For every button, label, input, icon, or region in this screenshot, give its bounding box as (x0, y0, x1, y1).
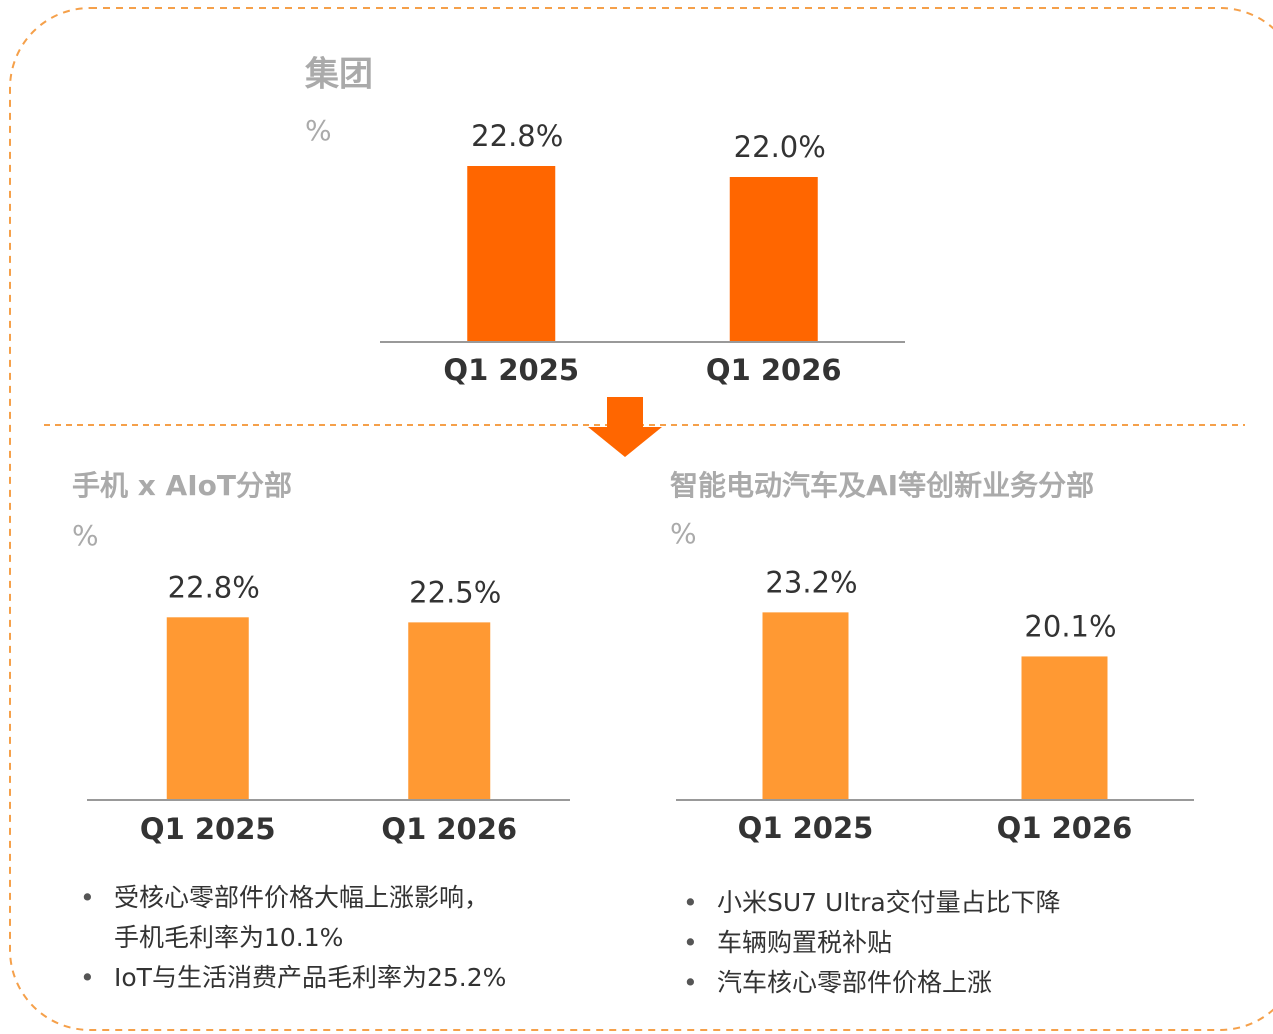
bar (762, 612, 849, 800)
unit-label: % (72, 519, 99, 552)
value-label: 20.1% (1024, 609, 1116, 643)
note: 小米SU7 Ultra交付量占比下降 (683, 883, 1061, 923)
bar (1021, 656, 1108, 800)
x-tick-label: Q1 2026 (997, 811, 1133, 845)
notes-left: 受核心零部件价格大幅上涨影响， 手机毛利率为10.1%IoT与生活消费产品毛利率… (80, 878, 506, 998)
value-label: 22.8% (168, 570, 260, 604)
bar (408, 622, 491, 800)
frame (9, 7, 1273, 1031)
arrow (588, 397, 662, 457)
x-tick-label: Q1 2025 (443, 353, 579, 387)
x-tick-label: Q1 2026 (381, 812, 517, 846)
value-label: 22.0% (734, 130, 826, 164)
chart-title: 手机 x AIoT分部 (72, 469, 292, 502)
bar (467, 166, 556, 342)
note: 受核心零部件价格大幅上涨影响， 手机毛利率为10.1% (80, 878, 506, 958)
value-label: 22.5% (409, 575, 501, 609)
chart-title: 集团 (304, 55, 373, 95)
value-label: 23.2% (765, 565, 857, 599)
unit-label: % (305, 114, 332, 147)
chart-title: 智能电动汽车及AI等创新业务分部 (670, 469, 1094, 502)
x-tick-label: Q1 2025 (140, 812, 276, 846)
unit-label: % (670, 517, 697, 550)
bar (166, 617, 249, 800)
x-tick-label: Q1 2026 (706, 353, 842, 387)
value-label: 22.8% (471, 119, 563, 153)
x-tick-label: Q1 2025 (738, 811, 874, 845)
notes-right: 小米SU7 Ultra交付量占比下降车辆购置税补贴汽车核心零部件价格上涨 (683, 883, 1061, 1003)
note: 汽车核心零部件价格上涨 (683, 963, 1061, 1003)
note: IoT与生活消费产品毛利率为25.2% (80, 958, 506, 998)
note: 车辆购置税补贴 (683, 923, 1061, 963)
bar (729, 177, 818, 342)
